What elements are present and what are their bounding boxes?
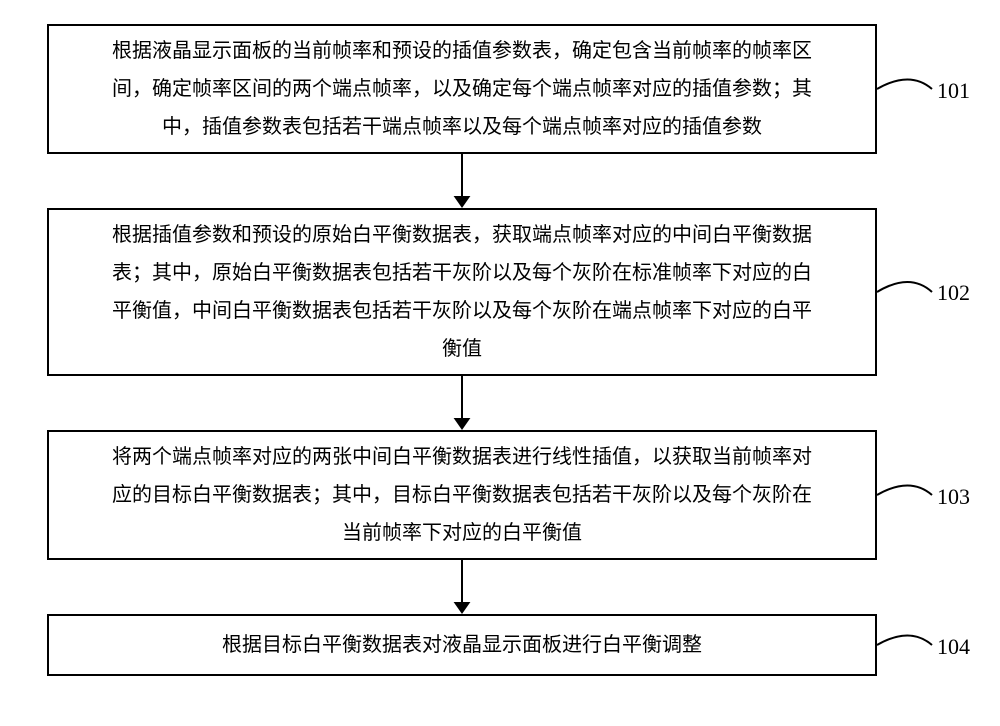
flowchart-canvas: 根据液晶显示面板的当前帧率和预设的插值参数表，确定包含当前帧率的帧率区 间，确定… [0, 0, 1000, 726]
arrow-n103-n104 [0, 0, 1000, 726]
